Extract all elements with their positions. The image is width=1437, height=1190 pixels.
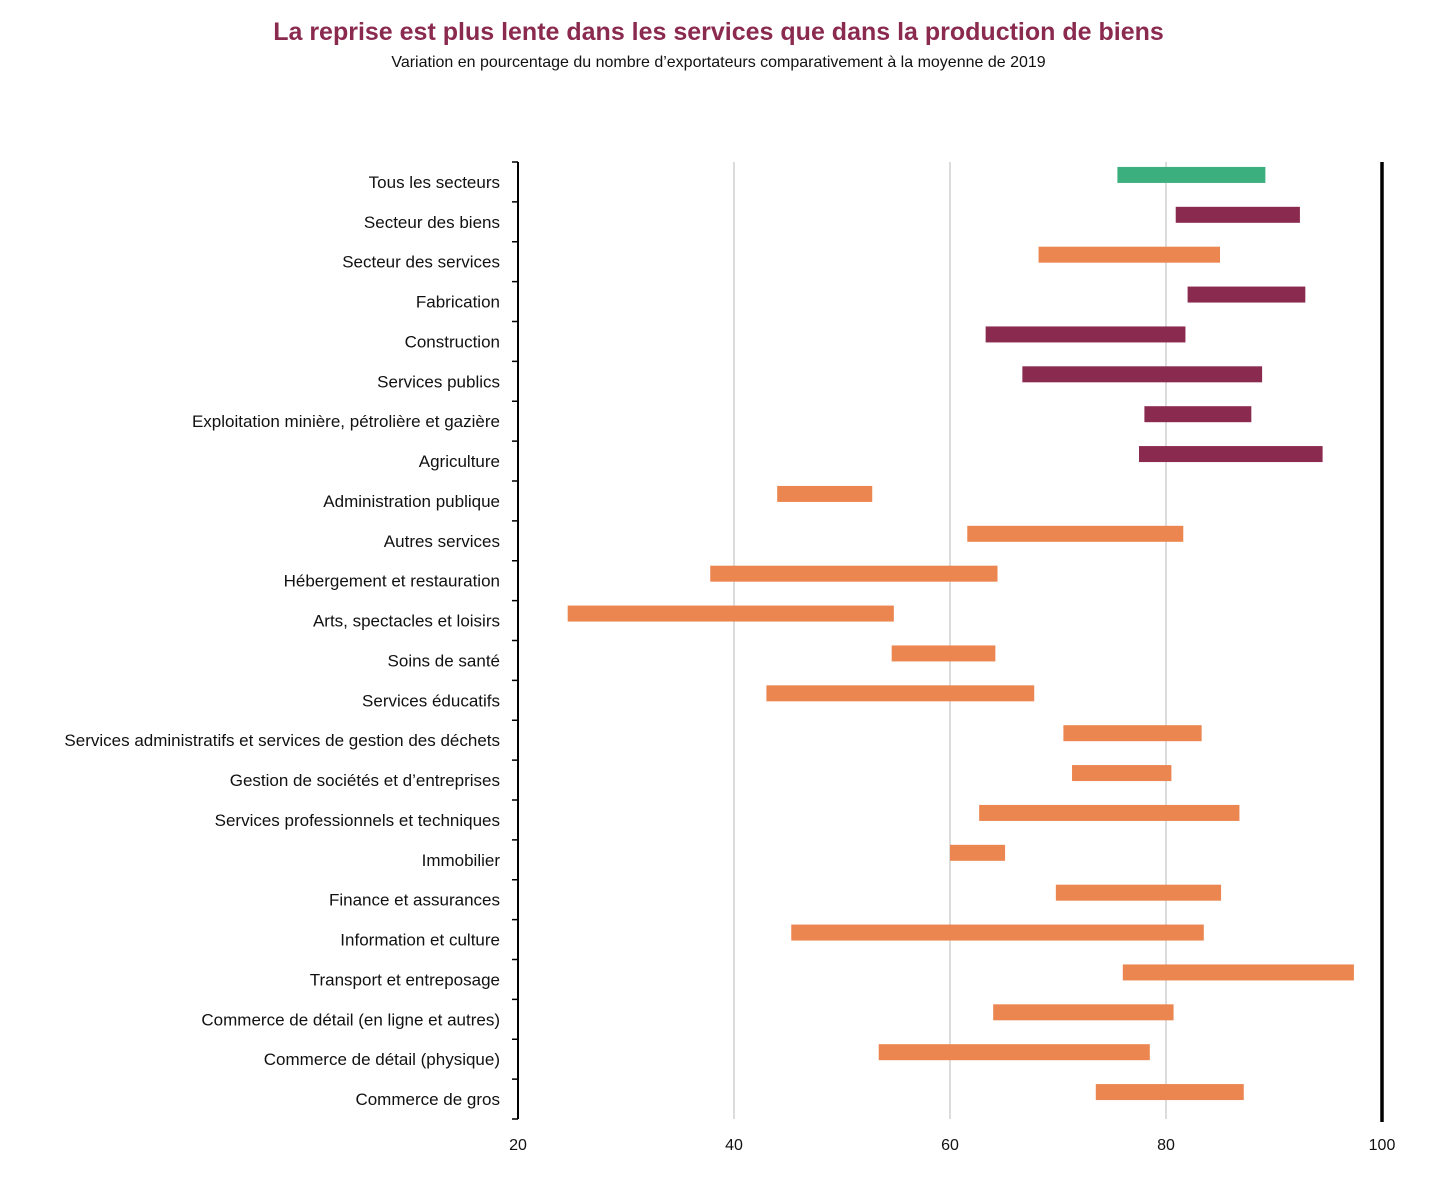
category-label: Services professionnels et techniques	[215, 811, 500, 830]
category-label: Commerce de détail (physique)	[264, 1050, 500, 1069]
range-bars	[567, 166, 1354, 1101]
x-tick-label: 60	[941, 1137, 959, 1154]
range-bar	[1139, 446, 1323, 463]
x-tick-labels: 20 40 60 80 100	[509, 1137, 1395, 1154]
category-label: Gestion de sociétés et d’entreprises	[230, 771, 500, 790]
category-label: Secteur des services	[342, 253, 500, 272]
chart-title: La reprise est plus lente dans les servi…	[273, 18, 1164, 46]
range-bar	[967, 525, 1184, 542]
range-bar	[1117, 166, 1266, 183]
range-bar	[979, 804, 1240, 821]
category-label: Finance et assurances	[329, 891, 500, 910]
category-label: Commerce de gros	[355, 1090, 500, 1109]
x-tick-label: 40	[725, 1137, 743, 1154]
category-label: Fabrication	[416, 293, 500, 312]
range-bar	[993, 1004, 1174, 1021]
category-label: Autres services	[384, 532, 500, 551]
range-bar	[1022, 366, 1263, 383]
category-label: Administration publique	[323, 492, 500, 511]
category-label: Transport et entreposage	[310, 970, 500, 989]
gridlines	[733, 162, 1167, 1119]
range-bar	[567, 605, 894, 622]
range-bar	[1063, 725, 1202, 742]
category-labels: Tous les secteurs Secteur des biens Secteu…	[64, 173, 500, 1109]
range-bar	[1072, 765, 1172, 782]
category-label: Services publics	[377, 372, 500, 391]
range-bar	[985, 326, 1186, 343]
category-label: Information et culture	[340, 931, 500, 950]
range-bar	[878, 1044, 1150, 1061]
category-label: Secteur des biens	[364, 213, 500, 232]
category-label: Commerce de détail (en ligne et autres)	[201, 1010, 500, 1029]
range-bar	[1144, 406, 1252, 423]
range-bar	[1055, 884, 1222, 901]
range-bar	[1187, 286, 1306, 303]
range-bar	[777, 485, 873, 502]
category-label: Services éducatifs	[362, 691, 500, 710]
range-bar	[891, 645, 996, 662]
category-label: Construction	[405, 332, 500, 351]
category-label: Immobilier	[422, 851, 501, 870]
range-bar	[950, 844, 1006, 861]
range-bar	[710, 565, 998, 582]
chart-subtitle: Variation en pourcentage du nombre d’exp…	[391, 54, 1046, 71]
x-tick-label: 100	[1369, 1137, 1396, 1154]
category-label: Agriculture	[419, 452, 500, 471]
category-label: Hébergement et restauration	[284, 572, 500, 591]
range-bar	[766, 685, 1035, 702]
x-tick-label: 80	[1157, 1137, 1175, 1154]
range-bar	[1175, 206, 1300, 223]
category-label: Services administratifs et services de g…	[64, 731, 500, 750]
category-label: Exploitation minière, pétrolière et gazi…	[192, 412, 500, 431]
range-bar	[1095, 1084, 1244, 1101]
category-label: Tous les secteurs	[369, 173, 500, 192]
axes	[512, 161, 1384, 1122]
range-bar	[1038, 246, 1220, 263]
category-label: Soins de santé	[388, 651, 500, 670]
x-tick-label: 20	[509, 1137, 527, 1154]
category-label: Arts, spectacles et loisirs	[313, 612, 500, 631]
range-bar	[1122, 964, 1354, 981]
range-bar	[791, 924, 1204, 941]
